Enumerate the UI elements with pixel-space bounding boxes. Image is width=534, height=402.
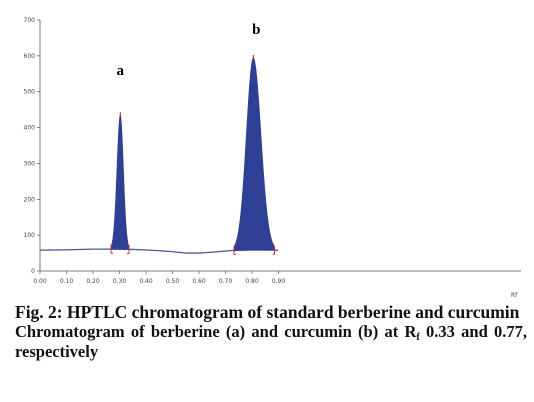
x-tick-label: 0.40 [139, 278, 153, 285]
caption-body-post: 0.33 and 0.77, respectively [15, 322, 527, 361]
peak-a-start-marker [110, 244, 114, 254]
caption-body: Chromatogram of berberine (a) and curcum… [15, 322, 527, 362]
x-tick-label: 0.10 [60, 278, 74, 285]
caption-body-sub: f [416, 332, 420, 343]
caption-title: Fig. 2: HPTLC chromatogram of standard b… [15, 302, 520, 322]
peak-b-end-marker [272, 245, 275, 255]
y-tick-label: 700 [24, 17, 36, 24]
caption-body-pre: Chromatogram of berberine (a) and curcum… [15, 322, 417, 341]
x-axis-ticks: 0.00 0.10 0.20 0.30 0.40 0.50 0.60 0.70 0.80 0.90 [33, 271, 285, 285]
peak-a-end-marker [127, 244, 130, 254]
x-tick-label: 0.90 [272, 278, 286, 285]
y-tick-label: 600 [24, 53, 36, 60]
y-axis-ticks: 0 100 200 300 400 500 600 700 [24, 17, 40, 275]
y-tick-label: 300 [24, 160, 36, 167]
peaks: ab [110, 22, 275, 255]
peak-b [233, 57, 275, 251]
peak-a-label: a [117, 63, 125, 79]
x-axis-unit-label: Rf [511, 292, 518, 299]
y-tick-label: 200 [24, 196, 36, 203]
peak-a [110, 114, 130, 250]
x-tick-label: 0.60 [192, 278, 206, 285]
peak-b-label: b [252, 22, 260, 38]
x-tick-label: 0.50 [166, 278, 180, 285]
figure-caption: Fig. 2: HPTLC chromatogram of standard b… [15, 302, 527, 362]
y-tick-label: 400 [24, 125, 36, 132]
y-tick-label: 0 [31, 268, 35, 275]
x-tick-label: 0.80 [245, 278, 259, 285]
peak-b-start-marker [233, 246, 236, 255]
x-tick-label: 0.30 [113, 278, 127, 285]
x-tick-label: 0.20 [86, 278, 100, 285]
axes [39, 20, 521, 272]
x-tick-label: 0.00 [33, 278, 47, 285]
x-tick-label: 0.70 [219, 278, 233, 285]
y-tick-label: 500 [24, 89, 36, 96]
y-tick-label: 100 [24, 232, 36, 239]
